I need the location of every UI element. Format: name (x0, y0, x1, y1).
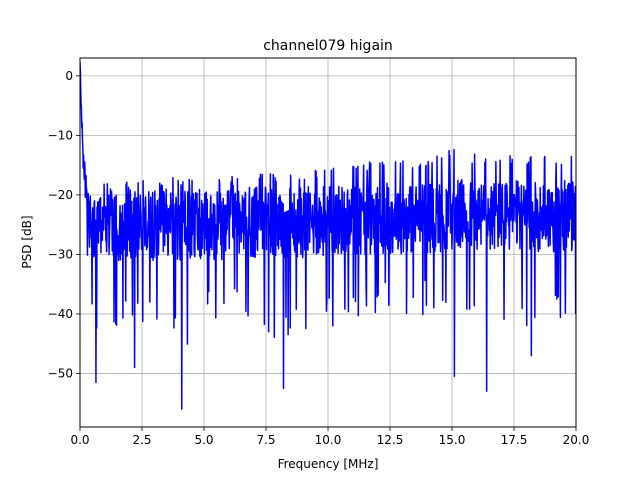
y-axis-label: PSD [dB] (20, 215, 34, 268)
y-axis: 0 −10 −20 −30 −40 −50 (48, 69, 80, 380)
series-group (80, 62, 576, 410)
x-tick-label: 17.5 (501, 433, 528, 447)
x-axis-label: Frequency [MHz] (278, 457, 379, 471)
psd-series-line (80, 62, 576, 410)
x-tick-label: 0.0 (70, 433, 89, 447)
x-tick-label: 7.5 (256, 433, 275, 447)
y-tick-label: −50 (48, 366, 73, 380)
x-tick-label: 2.5 (132, 433, 151, 447)
y-tick-label: −10 (48, 128, 73, 142)
x-tick-label: 5.0 (194, 433, 213, 447)
x-tick-label: 12.5 (377, 433, 404, 447)
x-axis: 0.0 2.5 5.0 7.5 10.0 12.5 15.0 17.5 20.0 (70, 427, 589, 447)
y-tick-label: 0 (65, 69, 73, 83)
x-tick-label: 15.0 (439, 433, 466, 447)
y-tick-label: −30 (48, 247, 73, 261)
y-tick-label: −20 (48, 188, 73, 202)
y-tick-label: −40 (48, 307, 73, 321)
x-tick-label: 20.0 (563, 433, 590, 447)
chart-title: channel079 higain (263, 38, 393, 54)
x-tick-label: 10.0 (315, 433, 342, 447)
